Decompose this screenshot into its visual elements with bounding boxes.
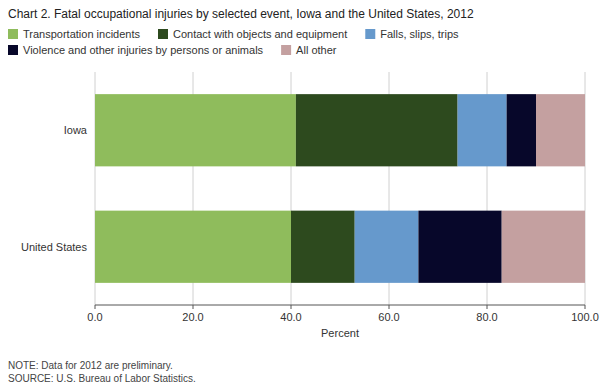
bar-segment xyxy=(502,211,585,283)
tick-mark xyxy=(487,305,488,309)
legend-swatch xyxy=(365,29,375,39)
legend-item: Contact with objects and equipment xyxy=(158,28,347,40)
bar-segment xyxy=(536,94,585,166)
tick-mark xyxy=(389,305,390,309)
legend-item: Violence and other injuries by persons o… xyxy=(8,44,264,56)
legend: Transportation incidents Contact with obj… xyxy=(8,28,459,56)
legend-label: Contact with objects and equipment xyxy=(173,28,347,40)
tick-mark xyxy=(291,305,292,309)
bar-segment xyxy=(458,94,507,166)
legend-item: All other xyxy=(281,44,337,56)
note: SOURCE: U.S. Bureau of Labor Statistics. xyxy=(8,373,196,384)
tick-label: 20.0 xyxy=(182,311,203,323)
bars xyxy=(95,94,585,283)
legend-label: Transportation incidents xyxy=(23,28,140,40)
title: Chart 2. Fatal occupational injuries by … xyxy=(8,7,474,21)
tick-mark xyxy=(193,305,194,309)
legend-swatch xyxy=(281,45,291,55)
tick-mark xyxy=(95,305,96,309)
legend-swatch xyxy=(8,29,18,39)
tick-label: 60.0 xyxy=(378,311,399,323)
bar-segment xyxy=(291,211,355,283)
bar-segment xyxy=(418,211,501,283)
category-label: Iowa xyxy=(64,124,88,136)
legend-swatch xyxy=(158,29,168,39)
legend-swatch xyxy=(8,45,18,55)
tick-mark xyxy=(585,305,586,309)
x-axis: 0.0 20.0 40.0 60.0 80.0 100.0 xyxy=(87,305,598,323)
legend-label: All other xyxy=(296,44,337,56)
bar-segment xyxy=(95,94,296,166)
note: NOTE: Data for 2012 are preliminary. xyxy=(8,360,173,371)
legend-item: Transportation incidents xyxy=(8,28,140,40)
bar-segment xyxy=(355,211,419,283)
bar-segment xyxy=(507,94,536,166)
category-label: United States xyxy=(21,241,88,253)
bar-segment xyxy=(296,94,458,166)
chart: Chart 2. Fatal occupational injuries by … xyxy=(0,0,601,390)
tick-label: 40.0 xyxy=(280,311,301,323)
tick-label: 0.0 xyxy=(87,311,102,323)
x-axis-label: Percent xyxy=(321,327,359,339)
legend-label: Violence and other injuries by persons o… xyxy=(23,44,264,56)
bar-segment xyxy=(95,211,291,283)
tick-label: 80.0 xyxy=(476,311,497,323)
tick-label: 100.0 xyxy=(571,311,599,323)
grid xyxy=(95,72,585,305)
axis-line xyxy=(95,305,585,306)
legend-label: Falls, slips, trips xyxy=(380,28,459,40)
legend-item: Falls, slips, trips xyxy=(365,28,459,40)
